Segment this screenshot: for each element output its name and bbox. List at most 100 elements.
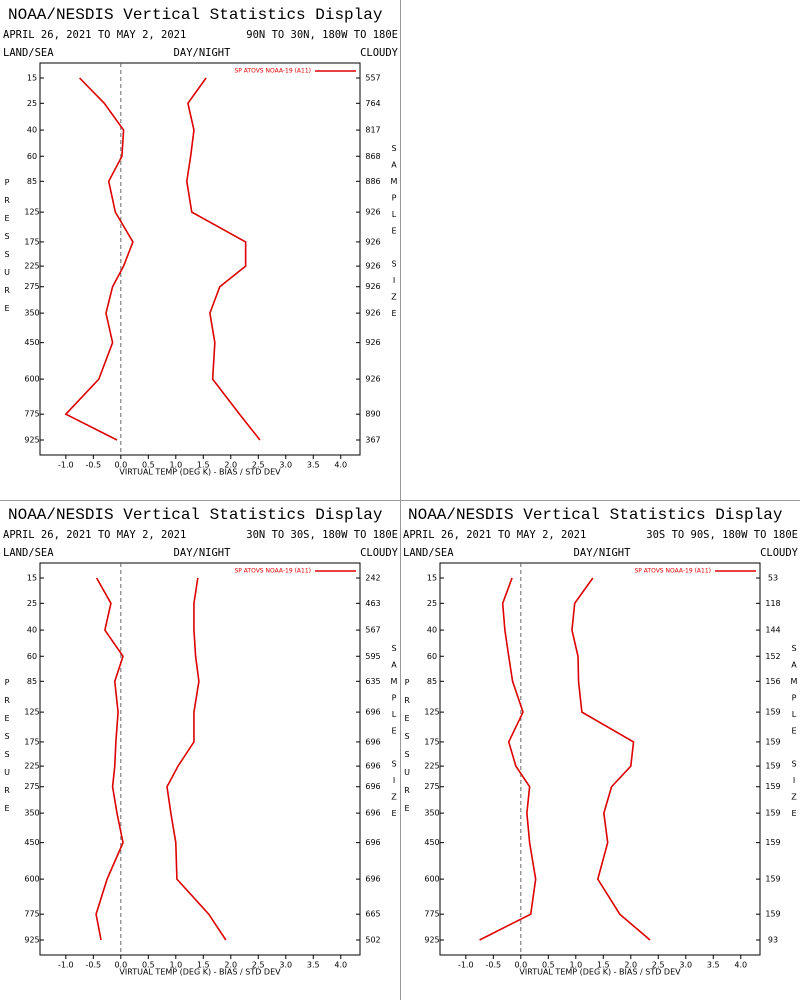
x-tick-label: 1.0 xyxy=(569,961,582,970)
panel: NOAA/NESDIS Vertical Statistics Display A… xyxy=(403,506,799,976)
x-tick-label: 0.5 xyxy=(142,461,155,470)
cloudy: CLOUDY xyxy=(760,547,799,559)
sample-size: 159 xyxy=(765,762,780,771)
y-tick-label: 775 xyxy=(24,410,39,419)
day-night: DAY/NIGHT xyxy=(174,547,232,559)
date-range: APRIL 26, 2021 TO MAY 2, 2021 xyxy=(403,529,586,541)
sample-size: 567 xyxy=(365,626,380,635)
y-tick-label: 225 xyxy=(24,762,39,771)
sample-size: 557 xyxy=(365,74,380,83)
plot-frame xyxy=(39,562,361,956)
x-tick-label: 1.5 xyxy=(597,961,610,970)
x-tick-label: 3.5 xyxy=(707,961,720,970)
y-tick-label: 40 xyxy=(427,626,437,635)
sample-size: 93 xyxy=(768,936,778,945)
y-tick-label: 85 xyxy=(27,677,37,686)
sample-size: 926 xyxy=(365,208,380,217)
x-tick-label: 3.0 xyxy=(279,461,292,470)
sample-size: 463 xyxy=(365,599,380,608)
y-tick-label: 60 xyxy=(27,652,37,661)
sample-size: 926 xyxy=(365,282,380,291)
y-tick-label: 25 xyxy=(27,599,37,608)
y-tick-label: 775 xyxy=(424,910,439,919)
x-tick-label: 1.0 xyxy=(169,461,182,470)
region: 90N TO 30N, 180W TO 180E xyxy=(246,29,398,41)
legend-label: SP ATOVS NOAA-19 (A11) xyxy=(234,568,311,575)
sample-size: 696 xyxy=(365,782,380,791)
x-axis-label: VIRTUAL TEMP (DEG K) - BIAS / STD DEV xyxy=(519,968,681,977)
x-tick-label: 2.0 xyxy=(224,961,237,970)
sample-size: 159 xyxy=(765,838,780,847)
land-sea: LAND/SEA xyxy=(403,547,454,559)
sample-size: 817 xyxy=(365,126,380,135)
day-night: DAY/NIGHT xyxy=(574,547,632,559)
sample-size: 159 xyxy=(765,875,780,884)
cloudy: CLOUDY xyxy=(360,47,399,59)
y-tick-label: 450 xyxy=(424,838,439,847)
x-tick-label: -0.5 xyxy=(486,961,502,970)
y-tick-label: 600 xyxy=(24,375,39,384)
x-tick-label: 1.5 xyxy=(197,461,210,470)
y-tick-label: 775 xyxy=(24,910,39,919)
land-sea: LAND/SEA xyxy=(3,547,54,559)
x-tick-label: -1.0 xyxy=(458,961,474,970)
y-tick-label: 85 xyxy=(427,677,437,686)
y-tick-label: 25 xyxy=(27,99,37,108)
sample-size: 926 xyxy=(365,262,380,271)
sample-size: 159 xyxy=(765,809,780,818)
y-tick-label: 175 xyxy=(24,237,39,246)
y-tick-label: 15 xyxy=(427,574,437,583)
sample-size: 665 xyxy=(365,910,380,919)
sample-size: 118 xyxy=(765,599,780,608)
sample-size: 696 xyxy=(365,708,380,717)
y-tick-label: 225 xyxy=(24,262,39,271)
x-tick-label: 4.0 xyxy=(334,461,347,470)
profile-line xyxy=(95,577,124,941)
sample-size: 159 xyxy=(765,737,780,746)
x-tick-label: -1.0 xyxy=(58,961,74,970)
x-tick-label: 4.0 xyxy=(334,961,347,970)
x-tick-label: 2.5 xyxy=(252,961,265,970)
x-tick-label: 2.5 xyxy=(652,961,665,970)
y-tick-label: 40 xyxy=(27,626,37,635)
y-tick-label: 450 xyxy=(24,338,39,347)
x-tick-label: 2.0 xyxy=(624,961,637,970)
x-tick-label: 4.0 xyxy=(734,961,747,970)
x-tick-label: 0.0 xyxy=(114,461,127,470)
y-tick-label: 925 xyxy=(24,936,39,945)
y-tick-label: 350 xyxy=(424,809,439,818)
sample-size: 159 xyxy=(765,708,780,717)
y-tick-label: 15 xyxy=(27,74,37,83)
y-tick-label: 600 xyxy=(424,875,439,884)
x-tick-label: 0.0 xyxy=(514,961,527,970)
x-axis-label: VIRTUAL TEMP (DEG K) - BIAS / STD DEV xyxy=(119,968,281,977)
y-tick-label: 60 xyxy=(427,652,437,661)
y-tick-label: 175 xyxy=(24,737,39,746)
x-tick-label: 3.0 xyxy=(679,961,692,970)
legend-label: SP ATOVS NOAA-19 (A11) xyxy=(234,68,311,75)
profile-line xyxy=(185,77,261,441)
panel: NOAA/NESDIS Vertical Statistics Display A… xyxy=(3,6,399,476)
y-tick-label: 25 xyxy=(427,599,437,608)
sample-size: 886 xyxy=(365,177,380,186)
x-tick-label: 2.0 xyxy=(224,461,237,470)
cloudy: CLOUDY xyxy=(360,547,399,559)
sample-size: 926 xyxy=(365,375,380,384)
sample-size: 764 xyxy=(365,99,380,108)
land-sea: LAND/SEA xyxy=(3,47,54,59)
x-tick-label: -0.5 xyxy=(86,461,102,470)
x-tick-label: 0.0 xyxy=(114,961,127,970)
y-tick-label: 225 xyxy=(424,762,439,771)
sample-size: 696 xyxy=(365,838,380,847)
panel: NOAA/NESDIS Vertical Statistics Display A… xyxy=(3,506,399,976)
y-tick-label: 125 xyxy=(24,208,39,217)
y-tick-label: 40 xyxy=(27,126,37,135)
sample-size: 144 xyxy=(765,626,780,635)
y-tick-label: 350 xyxy=(24,309,39,318)
y-tick-label: 15 xyxy=(27,574,37,583)
